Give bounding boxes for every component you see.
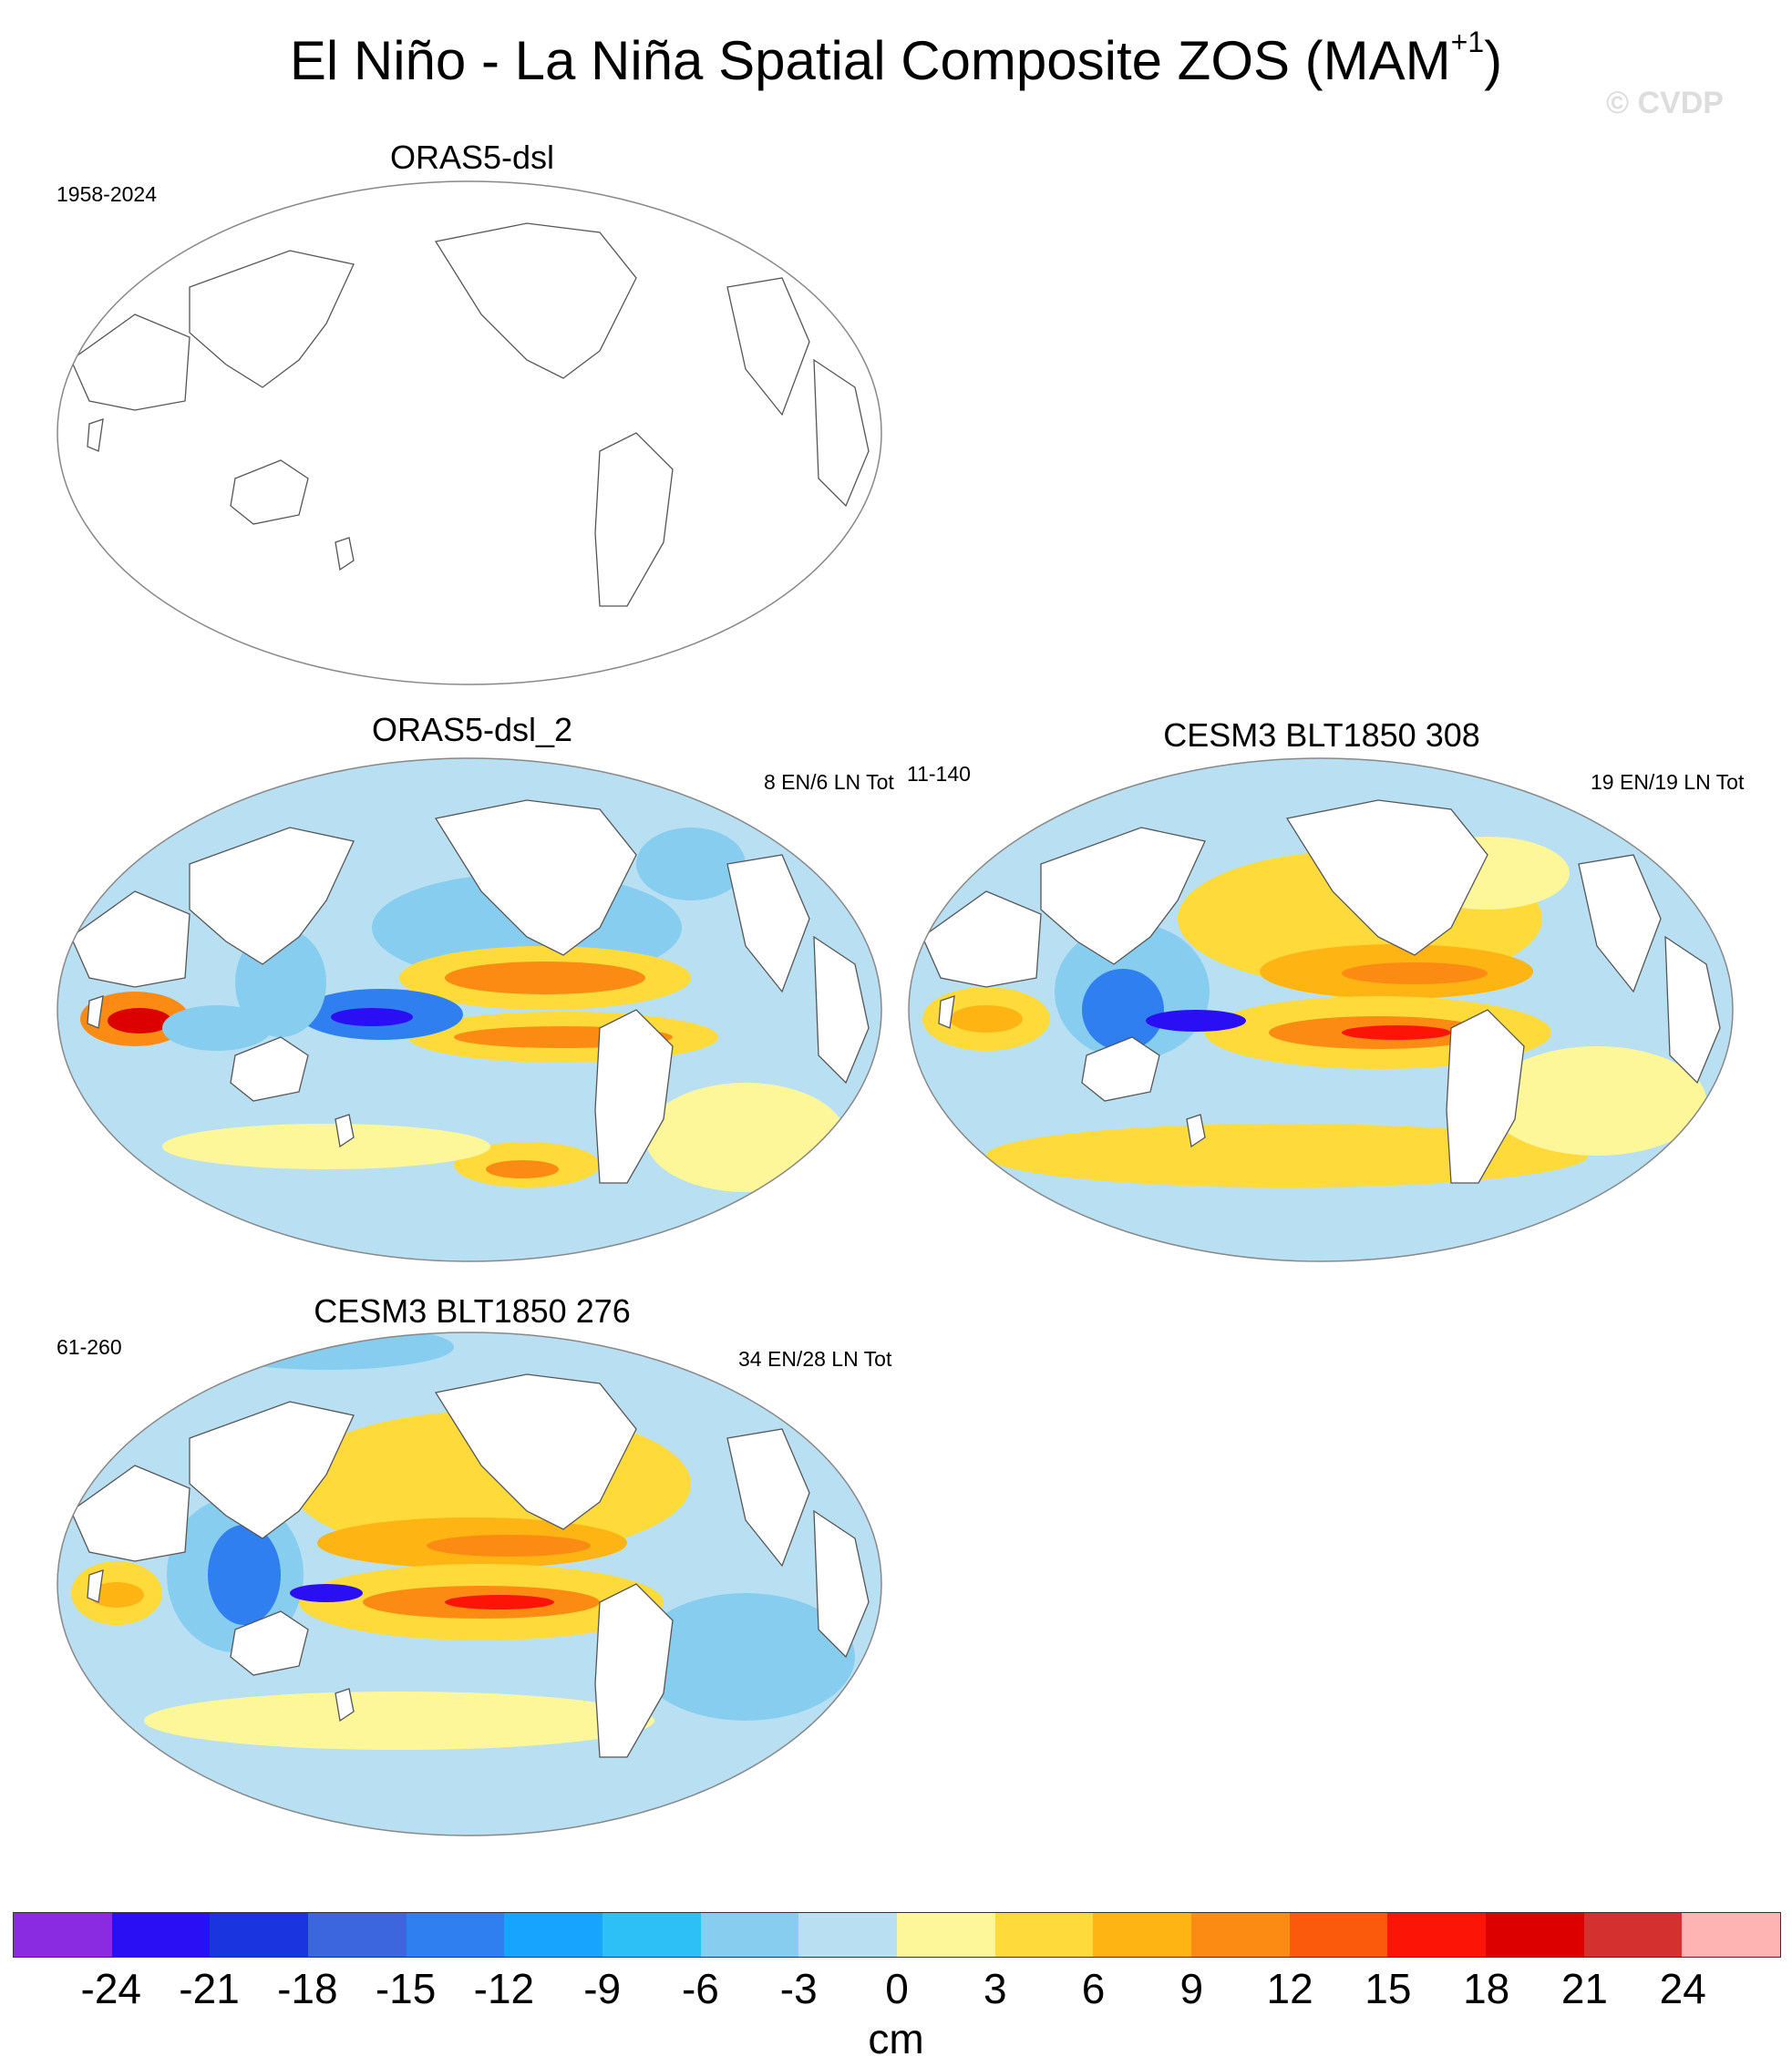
colorbar-swatch-7 (701, 1913, 799, 1957)
map-panel-1 (53, 178, 886, 688)
colorbar-tick-label: -12 (474, 1964, 534, 2013)
colorbar-tick-label: 0 (885, 1964, 909, 2013)
colorbar-tick-label: 21 (1561, 1964, 1608, 2013)
colorbar-tick-label: -6 (682, 1964, 719, 2013)
anomaly-region (645, 1083, 846, 1192)
anomaly-region (1146, 1010, 1246, 1032)
colorbar-swatch-8 (798, 1913, 897, 1957)
colorbar-swatch-12 (1191, 1913, 1290, 1957)
colorbar-swatch-15 (1486, 1913, 1584, 1957)
colorbar-swatch-5 (504, 1913, 602, 1957)
colorbar-swatch-1 (112, 1913, 211, 1957)
panel-title-4: CESM3 BLT1850 276 (314, 1292, 631, 1331)
colorbar-swatch-3 (308, 1913, 407, 1957)
anomaly-region (486, 1160, 559, 1178)
anomaly-region (162, 1124, 490, 1169)
colorbar-tick-label: -15 (376, 1964, 436, 2013)
colorbar-tick-label: 9 (1180, 1964, 1204, 2013)
colorbar-swatch-16 (1584, 1913, 1683, 1957)
map-panel-3 (904, 755, 1737, 1265)
colorbar-swatch-13 (1290, 1913, 1388, 1957)
colorbar-swatch-6 (602, 1913, 701, 1957)
panel-title-1: ORAS5-dsl (390, 139, 554, 177)
colorbar-tick-label: 12 (1267, 1964, 1313, 2013)
colorbar-tick-label: 18 (1463, 1964, 1509, 2013)
panel-title-2: ORAS5-dsl_2 (372, 711, 572, 749)
colorbar-swatch-9 (897, 1913, 995, 1957)
colorbar (13, 1912, 1781, 1958)
colorbar-tick-label: 15 (1365, 1964, 1411, 2013)
anomaly-region (331, 1008, 413, 1026)
colorbar-tick-label: 3 (984, 1964, 1007, 2013)
anomaly-region (1342, 962, 1488, 984)
colorbar-swatch-4 (407, 1913, 505, 1957)
colorbar-tick-label: -24 (81, 1964, 141, 2013)
panel-title-3: CESM3 BLT1850 308 (1163, 716, 1480, 755)
anomaly-region (445, 962, 645, 994)
colorbar-tick-label: -21 (179, 1964, 239, 2013)
colorbar-tick-label: 6 (1082, 1964, 1106, 2013)
anomaly-region (208, 1525, 281, 1625)
colorbar-tick-label: -18 (277, 1964, 337, 2013)
map-panel-2 (53, 755, 886, 1265)
colorbar-swatch-10 (995, 1913, 1094, 1957)
map-panel-4 (53, 1329, 886, 1839)
colorbar-tick-label: -3 (780, 1964, 818, 2013)
anomaly-region (290, 1584, 363, 1602)
anomaly-region (144, 1692, 654, 1750)
anomaly-region (950, 1005, 1023, 1033)
figure-title: El Niño - La Niña Spatial Composite ZOS … (0, 26, 1792, 92)
colorbar-swatch-0 (14, 1913, 112, 1957)
colorbar-tick-label: 24 (1660, 1964, 1706, 2013)
anomaly-region (445, 1595, 554, 1609)
colorbar-swatch-11 (1093, 1913, 1191, 1957)
anomaly-region (108, 1008, 171, 1034)
anomaly-region (1082, 969, 1164, 1051)
anomaly-region (162, 1005, 272, 1051)
colorbar-swatch-17 (1682, 1913, 1780, 1957)
colorbar-swatch-2 (210, 1913, 308, 1957)
colorbar-unit: cm (868, 2014, 923, 2063)
colorbar-tick-label: -9 (583, 1964, 621, 2013)
anomaly-region (1342, 1025, 1451, 1040)
watermark: © CVDP (1606, 86, 1724, 121)
colorbar-swatch-14 (1387, 1913, 1486, 1957)
anomaly-region (427, 1535, 591, 1557)
